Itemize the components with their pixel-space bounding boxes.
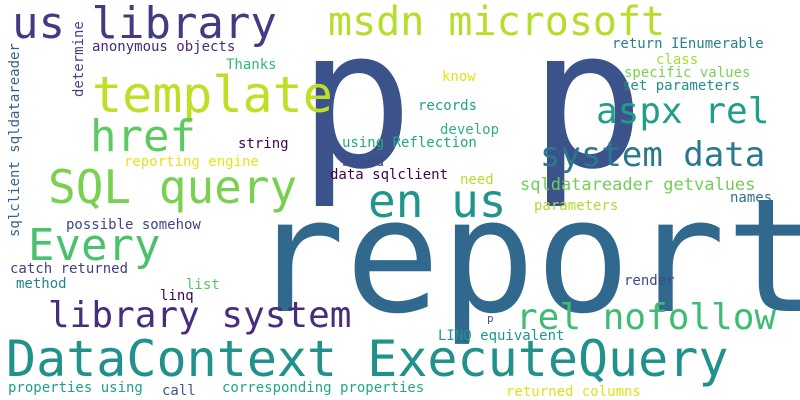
word-records: records [418, 98, 478, 114]
word-rel-nofollow: rel nofollow [516, 297, 777, 338]
word-library-system: library system [48, 295, 352, 336]
word-linq: linq [160, 288, 194, 304]
word-return-ienumerable: return IEnumerable [612, 36, 764, 52]
word-need: need [460, 172, 494, 188]
word-sql-query: SQL query [48, 160, 298, 214]
word-every: Every [28, 220, 161, 271]
word-template: template [92, 66, 333, 124]
word-reporting-engine: reporting engine [124, 154, 259, 170]
word-aspx-rel: aspx rel [596, 91, 770, 132]
word-data-sqlclient: data sqlclient [330, 167, 449, 183]
word-corresponding-properties: corresponding properties [222, 380, 425, 396]
word-msdn-microsoft: msdn microsoft [328, 0, 666, 45]
word-thanks: Thanks [226, 57, 277, 73]
word-sqlclient-sqldatareader: sqlclient sqldatareader [7, 43, 23, 237]
word-class: class [656, 52, 699, 68]
word-en-us: en us [368, 174, 507, 228]
word-develop: develop [440, 122, 500, 138]
word-render: render [624, 273, 675, 289]
word-datacontext-executequery: DataContext ExecuteQuery [6, 330, 729, 388]
word-list: list [186, 277, 220, 293]
word-method: method [16, 276, 67, 292]
word-system-data: system data [540, 135, 766, 175]
word-string: string [238, 136, 289, 152]
word-names: names [730, 190, 773, 206]
word-based: based [342, 154, 385, 170]
word-set-parameters: set parameters [622, 78, 741, 94]
word-call: call [162, 383, 196, 399]
word-catch-returned: catch returned [10, 261, 129, 277]
word-us-library: us library [12, 0, 277, 49]
word-p-large: p p [298, 0, 645, 212]
word-anonymous-objects: anonymous objects [92, 39, 236, 55]
word-sqldatareader-getvalues: sqldatareader getvalues [520, 175, 756, 195]
word-possible-somehow: possible somehow [66, 217, 201, 233]
word-properties-using: properties using [8, 380, 143, 396]
word-returned-columns: returned columns [506, 384, 641, 400]
word-linq-equivalent: LINQ equivalent [438, 328, 565, 344]
word-parameters: parameters [534, 198, 619, 214]
word-know: know [442, 69, 476, 85]
word-p-small: p [487, 312, 494, 325]
word-specific-values: specific values [624, 65, 751, 81]
word-determine: determine [71, 21, 87, 97]
word-report: report [250, 165, 800, 349]
word-href: href [90, 111, 196, 162]
word-using-reflection: using Reflection [342, 135, 477, 151]
